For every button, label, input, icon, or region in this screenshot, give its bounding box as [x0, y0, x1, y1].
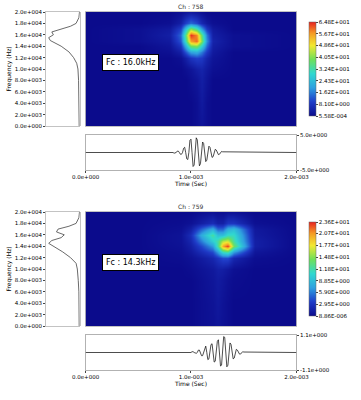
svg-text:2.0e+004: 2.0e+004 [15, 209, 43, 215]
svg-text:Ch : 759: Ch : 759 [178, 203, 203, 210]
svg-text:Fc : 16.0kHz: Fc : 16.0kHz [106, 58, 155, 67]
svg-text:1.4e+004: 1.4e+004 [15, 43, 43, 49]
svg-text:6.0e+003: 6.0e+003 [15, 89, 43, 95]
svg-text:1.8e+004: 1.8e+004 [15, 20, 43, 26]
svg-text:2.36E+001: 2.36E+001 [319, 219, 350, 225]
svg-text:0.0e+000: 0.0e+000 [15, 123, 43, 129]
svg-text:0.0e+000: 0.0e+000 [72, 374, 100, 380]
svg-text:1.8e+004: 1.8e+004 [15, 220, 43, 226]
svg-text:1.48E+001: 1.48E+001 [319, 254, 350, 260]
svg-text:3.24E+001: 3.24E+001 [319, 66, 350, 72]
svg-text:8.0e+003: 8.0e+003 [15, 77, 43, 83]
svg-text:1.18E+001: 1.18E+001 [319, 266, 350, 272]
svg-text:2.43E+001: 2.43E+001 [319, 78, 350, 84]
svg-text:Time (Sec): Time (Sec) [174, 180, 207, 187]
svg-text:5.67E+001: 5.67E+001 [319, 31, 350, 37]
svg-text:4.0e+003: 4.0e+003 [15, 300, 43, 306]
svg-text:Time (Sec): Time (Sec) [174, 380, 207, 387]
svg-text:2.0e-003: 2.0e-003 [284, 174, 309, 180]
svg-text:2.95E+000: 2.95E+000 [319, 301, 350, 307]
svg-text:1.62E+001: 1.62E+001 [319, 89, 350, 95]
svg-text:Ch : 758: Ch : 758 [178, 3, 203, 10]
svg-text:8.85E+000: 8.85E+000 [319, 278, 350, 284]
svg-text:1.0e-003: 1.0e-003 [179, 174, 204, 180]
svg-text:Frequency (Hz): Frequency (Hz) [5, 46, 13, 91]
svg-text:0.0e+000: 0.0e+000 [15, 323, 43, 329]
svg-text:8.10E+000: 8.10E+000 [319, 101, 350, 107]
svg-text:2.0e+003: 2.0e+003 [15, 312, 43, 318]
svg-text:2.0e+004: 2.0e+004 [15, 9, 43, 15]
svg-text:-5.0e+000: -5.0e+000 [300, 167, 330, 173]
svg-text:0.0e+000: 0.0e+000 [72, 174, 100, 180]
svg-text:1.0e-003: 1.0e-003 [179, 374, 204, 380]
svg-text:2.0e+003: 2.0e+003 [15, 112, 43, 118]
svg-text:1.0e+004: 1.0e+004 [15, 266, 43, 272]
svg-text:5.90E+000: 5.90E+000 [319, 289, 350, 295]
svg-text:1.2e+004: 1.2e+004 [15, 255, 43, 261]
svg-text:6.0e+003: 6.0e+003 [15, 289, 43, 295]
svg-text:1.77E+001: 1.77E+001 [319, 242, 350, 248]
svg-text:-1.1e+000: -1.1e+000 [300, 367, 330, 373]
svg-text:1.1e+000: 1.1e+000 [300, 332, 328, 338]
svg-text:6.48E+001: 6.48E+001 [319, 19, 350, 25]
svg-text:1.6e+004: 1.6e+004 [15, 32, 43, 38]
svg-text:4.86E+001: 4.86E+001 [319, 42, 350, 48]
svg-text:5.0e+000: 5.0e+000 [300, 132, 328, 138]
svg-text:4.05E+001: 4.05E+001 [319, 54, 350, 60]
svg-text:8.86E-006: 8.86E-006 [319, 313, 348, 319]
svg-text:1.2e+004: 1.2e+004 [15, 55, 43, 61]
svg-text:2.07E+001: 2.07E+001 [319, 230, 350, 236]
svg-text:1.4e+004: 1.4e+004 [15, 243, 43, 249]
svg-text:Frequency (Hz): Frequency (Hz) [5, 246, 13, 291]
svg-text:4.0e+003: 4.0e+003 [15, 100, 43, 106]
svg-text:Fc : 14.3kHz: Fc : 14.3kHz [106, 258, 155, 267]
svg-text:5.58E-004: 5.58E-004 [319, 113, 348, 119]
svg-text:1.6e+004: 1.6e+004 [15, 232, 43, 238]
svg-text:1.0e+004: 1.0e+004 [15, 66, 43, 72]
svg-text:2.0e-003: 2.0e-003 [284, 374, 309, 380]
svg-text:8.0e+003: 8.0e+003 [15, 277, 43, 283]
